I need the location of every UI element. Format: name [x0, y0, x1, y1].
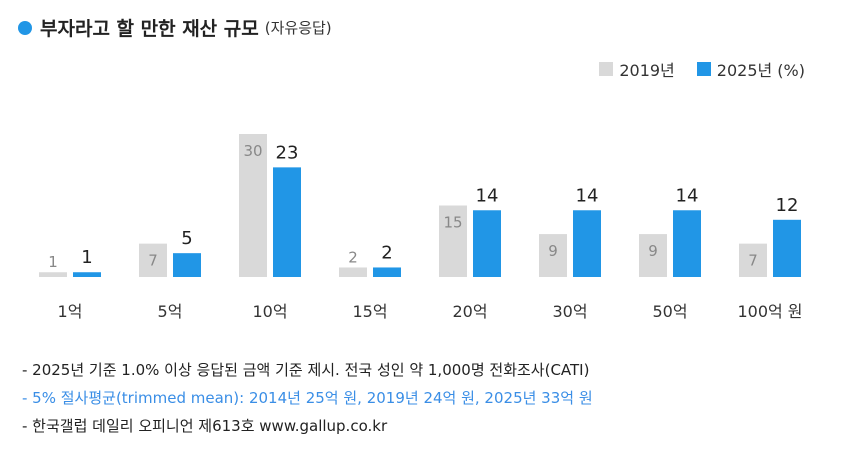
bar-2019-4	[439, 205, 467, 277]
data-label-2025-6: 14	[676, 185, 699, 206]
data-label-2019-0: 1	[48, 253, 58, 271]
legend: 2019년 2025년 (%)	[577, 57, 805, 81]
x-tick-label-1: 5억	[158, 302, 183, 321]
data-label-2019-2: 30	[243, 142, 262, 160]
bar-2025-2	[273, 167, 301, 277]
data-label-2019-4: 15	[443, 214, 462, 232]
x-tick-label-3: 15억	[352, 302, 387, 321]
bar-2019-3	[339, 267, 367, 277]
subtitle-text: (자유응답)	[264, 19, 332, 37]
bar-2025-5	[573, 210, 601, 277]
x-tick-label-0: 1억	[58, 302, 83, 321]
chart-title: 부자라고 할 만한 재산 규모 (자유응답)	[18, 14, 332, 41]
data-label-2025-1: 5	[181, 228, 192, 249]
x-tick-label-6: 50억	[652, 302, 687, 321]
data-label-2025-3: 2	[381, 242, 392, 263]
bar-2019-0	[39, 272, 67, 277]
data-label-2025-4: 14	[476, 185, 499, 206]
bar-2025-6	[673, 210, 701, 277]
legend-item-2019: 2019년	[599, 57, 675, 81]
data-label-2019-3: 2	[348, 248, 358, 266]
bar-chart: 1 1 1억 7 5 5억 30 23 10억 2 2 15억 15 14 20억 9 14 30억 9 14 50억 7…	[39, 134, 803, 321]
x-tick-label-4: 20억	[452, 302, 487, 321]
footnote-source: - 한국갤럽 데일리 오피니언 제613호 www.gallup.co.kr	[22, 417, 388, 435]
bar-2025-3	[373, 267, 401, 277]
legend-swatch-2019	[599, 62, 614, 76]
title-bullet-icon	[18, 20, 32, 35]
bar-2019-2	[239, 134, 267, 277]
title-text: 부자라고 할 만한 재산 규모	[40, 18, 259, 40]
bar-2019-6	[639, 234, 667, 277]
x-tick-label-7: 100억 원	[737, 302, 802, 321]
x-tick-label-2: 10억	[252, 302, 287, 321]
data-label-2025-0: 1	[81, 247, 92, 268]
bar-2025-0	[73, 272, 101, 277]
data-label-2019-7: 7	[748, 252, 758, 270]
x-tick-label-5: 30억	[552, 302, 587, 321]
bar-2025-1	[173, 253, 201, 277]
data-label-2025-7: 12	[776, 195, 799, 216]
legend-label-2019: 2019년	[619, 61, 675, 80]
footnotes: - 2025년 기준 1.0% 이상 응답된 금액 기준 제시. 전국 성인 약…	[22, 356, 593, 440]
bar-2025-7	[773, 219, 801, 277]
legend-swatch-2025	[696, 62, 711, 76]
data-label-2019-5: 9	[548, 242, 558, 260]
bar-2019-7	[739, 243, 767, 277]
data-label-2019-6: 9	[648, 242, 658, 260]
data-label-2019-1: 7	[148, 252, 158, 270]
legend-label-2025: 2025년 (%)	[716, 61, 805, 80]
bar-2019-5	[539, 234, 567, 277]
bar-2025-4	[473, 210, 501, 277]
data-label-2025-2: 23	[276, 142, 299, 163]
legend-item-2025: 2025년 (%)	[696, 57, 805, 81]
bar-2019-1	[139, 243, 167, 277]
footnote-survey: - 2025년 기준 1.0% 이상 응답된 금액 기준 제시. 전국 성인 약…	[22, 361, 590, 379]
data-label-2025-5: 14	[576, 185, 599, 206]
footnote-trimmed-mean: - 5% 절사평균(trimmed mean): 2014년 25억 원, 20…	[22, 389, 593, 407]
